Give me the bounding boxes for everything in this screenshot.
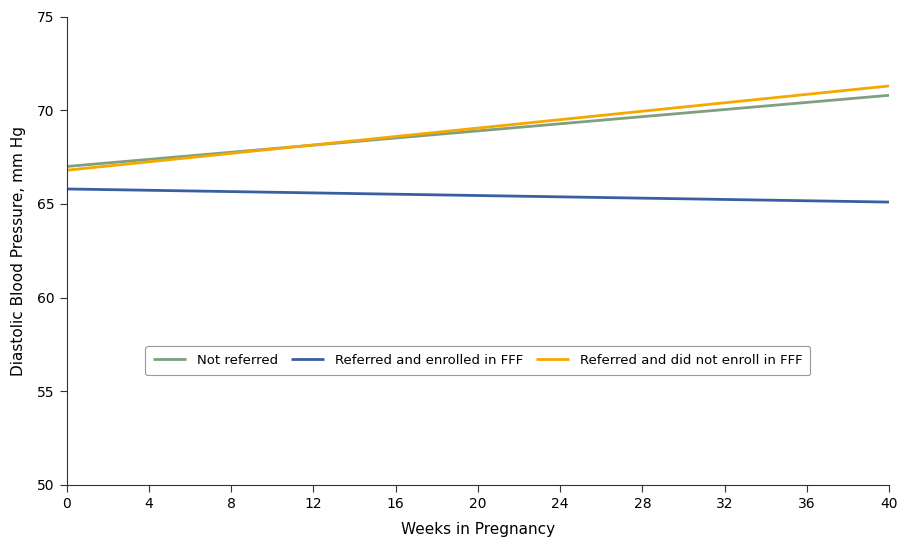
- X-axis label: Weeks in Pregnancy: Weeks in Pregnancy: [401, 522, 555, 537]
- Legend: Not referred, Referred and enrolled in FFF, Referred and did not enroll in FFF: Not referred, Referred and enrolled in F…: [145, 346, 810, 375]
- Y-axis label: Diastolic Blood Pressure, mm Hg: Diastolic Blood Pressure, mm Hg: [11, 126, 26, 376]
